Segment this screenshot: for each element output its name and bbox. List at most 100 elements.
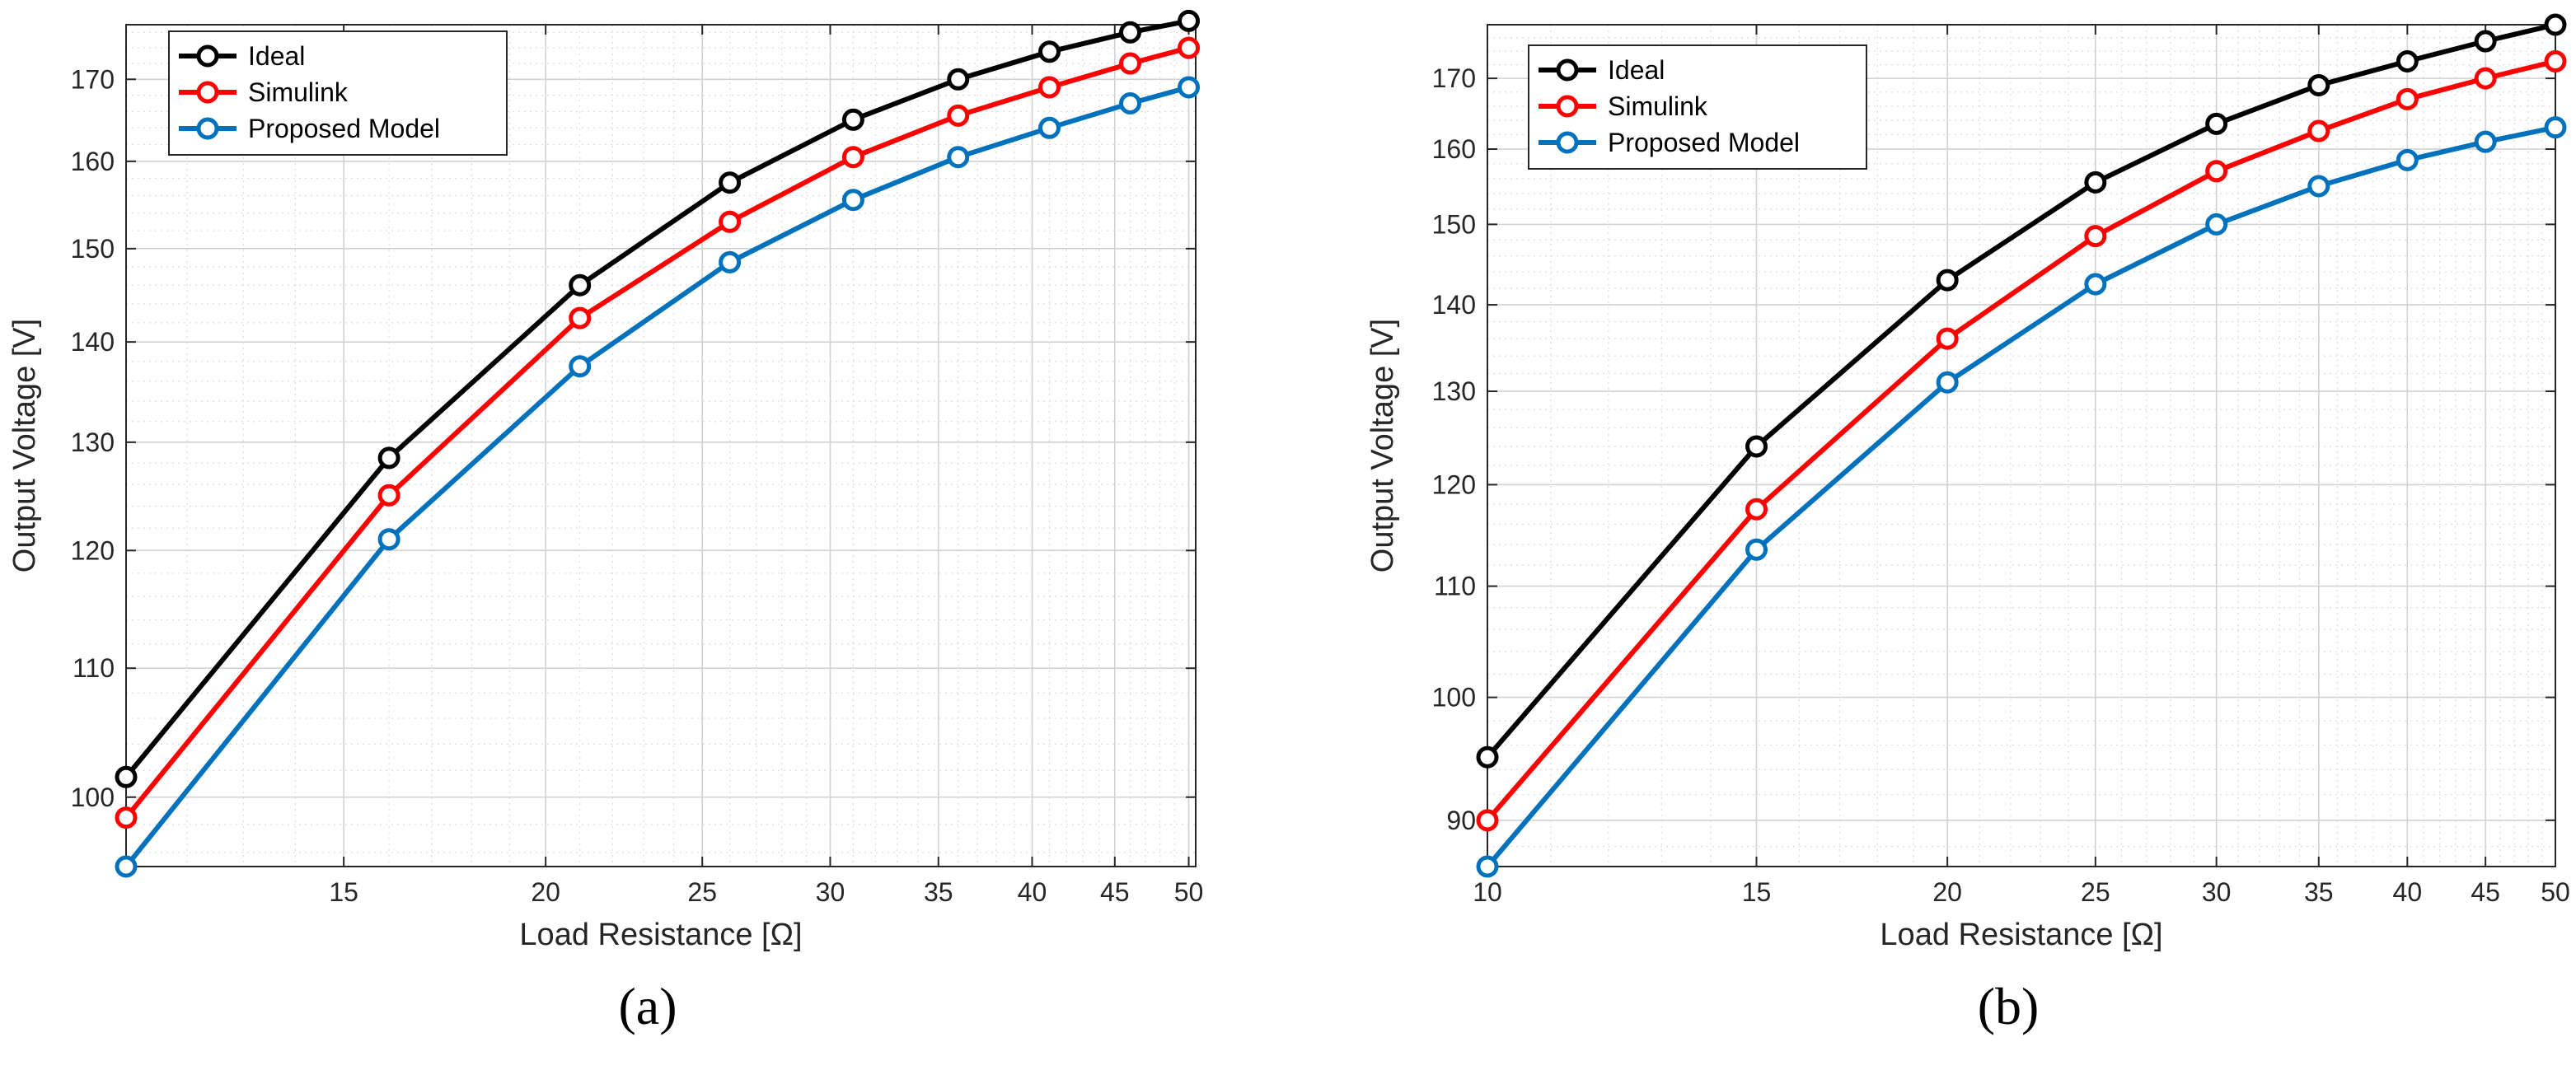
data-point [2474,30,2497,53]
data-point [115,806,138,829]
data-point [377,528,400,551]
legend-entry: Proposed Model [248,114,440,143]
y-tick-label: 170 [71,64,115,94]
data-point [841,108,864,131]
data-point [2205,112,2228,135]
series-ideal [1476,13,2567,769]
panel-label: (a) [618,977,677,1035]
data-point [1038,76,1061,99]
y-tick-label: 170 [1432,63,1476,93]
y-tick-label: 120 [1432,470,1476,499]
y-tick-label: 100 [1432,683,1476,713]
data-point [719,210,742,233]
data-point [115,855,138,878]
legend-swatch-marker [196,81,219,104]
y-axis-label: Output Voltage [V] [1365,319,1400,572]
x-tick-label: 50 [1174,877,1204,907]
data-point [2084,273,2107,296]
data-point [2307,119,2330,143]
data-point [377,446,400,470]
data-point [2396,148,2419,171]
x-tick-label: 25 [687,877,717,907]
data-point [947,146,970,169]
y-tick-label: 130 [1432,376,1476,406]
y-tick-label: 110 [1434,572,1476,601]
data-point [569,306,592,329]
x-tick-label: 45 [1100,877,1130,907]
data-point [1119,21,1142,44]
data-point [2474,130,2497,153]
x-axis-label: Load Resistance [Ω] [519,918,802,952]
data-point [115,765,138,788]
legend-swatch-marker [196,44,219,68]
series-simulink [1476,49,2567,832]
data-point [719,171,742,194]
x-tick-label: 10 [1473,877,1502,907]
data-point [1745,498,1768,521]
major-grid [126,25,1196,867]
y-tick-label: 140 [71,327,115,357]
data-point [377,484,400,507]
x-tick-label: 25 [2081,877,2110,907]
data-point [719,250,742,273]
data-point [2544,116,2567,139]
y-tick-label: 130 [71,428,115,457]
legend-entry: Ideal [248,41,305,71]
data-point [841,189,864,212]
y-tick-label: 150 [71,234,115,264]
data-point [2205,213,2228,236]
data-point [1119,52,1142,75]
y-tick-label: 140 [1432,290,1476,320]
legend: Ideal Simulink Proposed Model [1528,44,1867,170]
data-point [2544,49,2567,72]
y-axis-label: Output Voltage [V] [7,319,42,572]
x-tick-label: 30 [816,877,845,907]
data-point [1178,9,1201,32]
x-axis-label: Load Resistance [Ω] [1880,918,2162,952]
legend-entry: Proposed Model [1608,128,1800,157]
data-point [947,68,970,91]
data-point [2084,171,2107,194]
data-point [1178,76,1201,99]
data-point [2084,225,2107,248]
y-tick-label: 120 [71,535,115,565]
legend-entry: Ideal [1608,55,1665,85]
data-point [2544,13,2567,36]
x-tick-label: 45 [2471,877,2500,907]
data-point [1038,116,1061,139]
x-tick-label: 35 [2304,877,2334,907]
x-tick-label: 15 [1742,877,1772,907]
data-point [1476,855,1499,878]
data-point [1178,36,1201,59]
data-point [1936,371,1959,394]
series-simulink [115,36,1201,829]
data-point [947,104,970,127]
x-tick-label: 40 [2393,877,2423,907]
series-ideal [115,9,1201,788]
data-point [569,273,592,297]
x-tick-label: 35 [924,877,953,907]
x-tick-label: 40 [1018,877,1047,907]
chart-panel-b: 10 15 20 25 30 35 40 45 50 90 100 110 120 130 140 150 16… [1365,13,2570,1035]
x-tick-label: 20 [1932,877,1962,907]
data-point [2396,49,2419,72]
y-tick-label: 90 [1446,806,1476,835]
data-point [1936,327,1959,350]
y-tick-label: 150 [1432,209,1476,239]
chart-panel-a: 15 20 25 30 35 40 45 50 100 110 120 130 140 150 160 170… [7,9,1204,1035]
series-proposed-model [115,76,1201,878]
data-point [2396,87,2419,110]
y-tick-label: 160 [71,147,115,176]
series-proposed-model [1476,116,2567,878]
y-tick-label: 100 [71,783,115,812]
legend: Ideal Simulink Proposed Model [168,30,508,156]
legend-entry: Simulink [1608,91,1708,121]
data-point [2307,73,2330,96]
legend-swatch-marker [196,117,219,140]
y-tick-label: 110 [73,653,115,683]
panel-label: (b) [1978,977,2040,1035]
axes-frame [125,24,1197,867]
x-tick-label: 50 [2541,877,2570,907]
data-point [1119,92,1142,115]
